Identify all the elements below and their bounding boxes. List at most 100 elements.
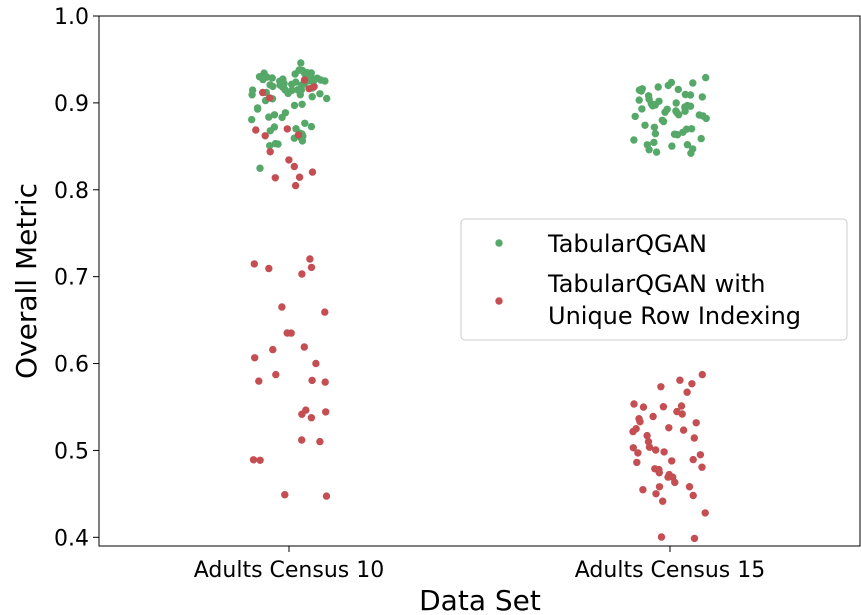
green-point <box>630 136 638 144</box>
red-point <box>698 370 706 379</box>
red-point <box>652 490 660 498</box>
red-point <box>652 446 660 454</box>
green-point <box>681 90 690 99</box>
green-point <box>638 105 646 113</box>
x-tick-label: Adults Census 10 <box>194 558 384 583</box>
red-point <box>639 403 648 411</box>
red-point <box>308 376 316 385</box>
y-tick-label: 0.4 <box>54 526 89 551</box>
red-point <box>316 437 324 446</box>
red-point <box>690 434 698 442</box>
red-point <box>287 329 295 337</box>
green-point <box>702 114 710 123</box>
red-point <box>643 431 651 440</box>
green-point <box>265 113 273 121</box>
green-point <box>645 146 653 154</box>
green-point <box>659 117 668 126</box>
red-point <box>250 260 258 268</box>
green-point <box>292 78 300 86</box>
green-point <box>301 119 309 128</box>
red-point <box>266 148 274 156</box>
green-point <box>650 138 658 147</box>
red-point <box>689 455 697 464</box>
green-point <box>316 90 324 98</box>
x-tick-label: Adults Census 15 <box>575 558 765 583</box>
green-point <box>672 99 680 107</box>
green-point <box>664 81 672 90</box>
red-point <box>271 174 279 182</box>
green-point <box>675 111 683 119</box>
red-point <box>283 125 291 133</box>
red-point <box>265 264 273 273</box>
green-point <box>686 102 695 110</box>
red-point <box>308 168 317 176</box>
green-point <box>641 121 649 129</box>
red-point <box>689 491 697 500</box>
red-point <box>634 449 642 457</box>
y-tick-label: 0.7 <box>54 266 89 291</box>
red-point <box>665 424 673 432</box>
green-point <box>631 112 639 121</box>
green-point <box>266 142 274 150</box>
red-point <box>261 132 269 140</box>
red-point <box>696 451 705 459</box>
red-point <box>285 156 293 164</box>
red-point <box>300 343 308 351</box>
red-point <box>692 419 700 427</box>
red-point <box>265 94 274 102</box>
green-point <box>253 104 262 112</box>
green-point <box>654 83 662 91</box>
red-point <box>291 181 300 190</box>
green-point <box>661 108 669 116</box>
x-axis-label: Data Set <box>419 584 541 615</box>
green-point <box>323 94 331 103</box>
green-point <box>248 91 256 99</box>
red-point <box>676 376 684 384</box>
red-point <box>269 345 277 354</box>
red-point <box>683 388 691 396</box>
red-point <box>321 308 329 316</box>
green-point <box>635 96 643 104</box>
green-point <box>637 87 645 95</box>
red-point <box>290 162 298 171</box>
red-point <box>671 478 679 487</box>
green-point <box>270 111 279 119</box>
y-axis-label: Overall Metric <box>10 183 43 379</box>
red-point <box>256 456 264 464</box>
green-point <box>268 74 276 82</box>
green-point <box>650 123 659 131</box>
red-point <box>701 509 709 517</box>
green-point <box>298 137 307 145</box>
green-point <box>256 164 264 172</box>
red-point <box>322 492 331 500</box>
red-point <box>298 436 306 444</box>
green-point <box>259 75 267 84</box>
green-point <box>307 122 316 131</box>
green-point <box>702 73 710 82</box>
red-point <box>294 131 303 139</box>
red-point <box>677 402 686 410</box>
green-point <box>269 82 277 91</box>
red-point <box>259 88 267 97</box>
red-point <box>630 400 638 408</box>
axes-frame <box>98 15 861 547</box>
green-point <box>321 77 329 85</box>
green-point <box>695 111 703 119</box>
green-point <box>698 93 706 101</box>
y-tick-label: 0.8 <box>54 179 89 204</box>
red-point <box>252 126 260 134</box>
green-point <box>290 101 299 110</box>
red-point <box>644 438 653 446</box>
legend-marker <box>495 239 503 247</box>
red-point <box>659 403 668 411</box>
red-point <box>698 463 706 471</box>
legend: TabularQGAN TabularQGAN with Unique Row In… <box>460 218 848 341</box>
red-point <box>678 410 686 418</box>
red-point <box>668 457 676 465</box>
y-axis: 0.4 0.5 0.6 0.7 0.8 0.9 1.0 <box>54 5 99 551</box>
red-point <box>645 443 654 451</box>
x-axis: Adults Census 10 Adults Census 15 <box>194 546 765 583</box>
red-point <box>649 412 657 421</box>
green-point <box>266 127 274 135</box>
